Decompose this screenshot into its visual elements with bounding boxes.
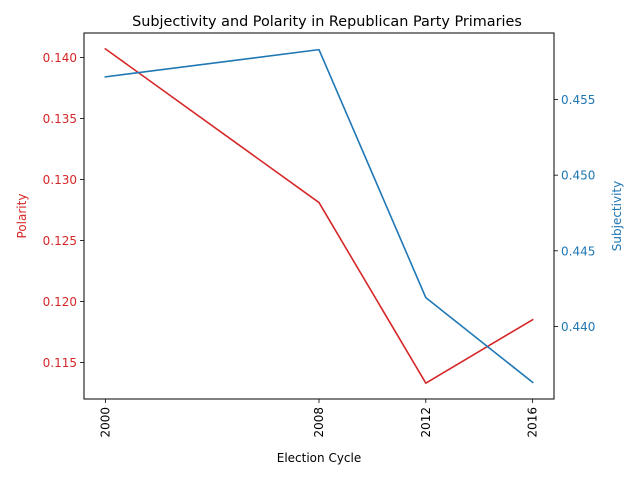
x-axis-label: Election Cycle	[277, 451, 362, 465]
left-y-axis: 0.115 0.120 0.125 0.130 0.135 0.140	[43, 51, 84, 370]
x-tick-label: 2000	[98, 407, 112, 438]
left-tick-label: 0.125	[43, 234, 77, 248]
chart-title: Subjectivity and Polarity in Republican …	[132, 14, 522, 30]
right-tick-label: 0.445	[561, 244, 595, 258]
right-axis-label: Subjectivity	[610, 181, 624, 251]
right-tick-label: 0.440	[561, 320, 595, 334]
series-line-subjectivity	[104, 48, 534, 384]
series-line-polarity	[104, 47, 534, 384]
left-tick-label: 0.140	[43, 51, 77, 65]
left-tick-label: 0.130	[43, 173, 77, 187]
x-axis: 2000 2008 2012 2016	[98, 399, 540, 438]
left-tick-label: 0.135	[43, 112, 77, 126]
left-axis-label: Polarity	[15, 194, 29, 239]
x-tick-label: 2008	[312, 407, 326, 438]
right-tick-label: 0.455	[561, 93, 595, 107]
right-tick-label: 0.450	[561, 169, 595, 183]
plot-area	[104, 47, 534, 384]
x-tick-label: 2012	[419, 407, 433, 438]
left-tick-label: 0.115	[43, 356, 77, 370]
x-tick-label: 2016	[526, 407, 540, 438]
right-y-axis: 0.440 0.445 0.450 0.455	[554, 93, 595, 334]
left-tick-label: 0.120	[43, 295, 77, 309]
